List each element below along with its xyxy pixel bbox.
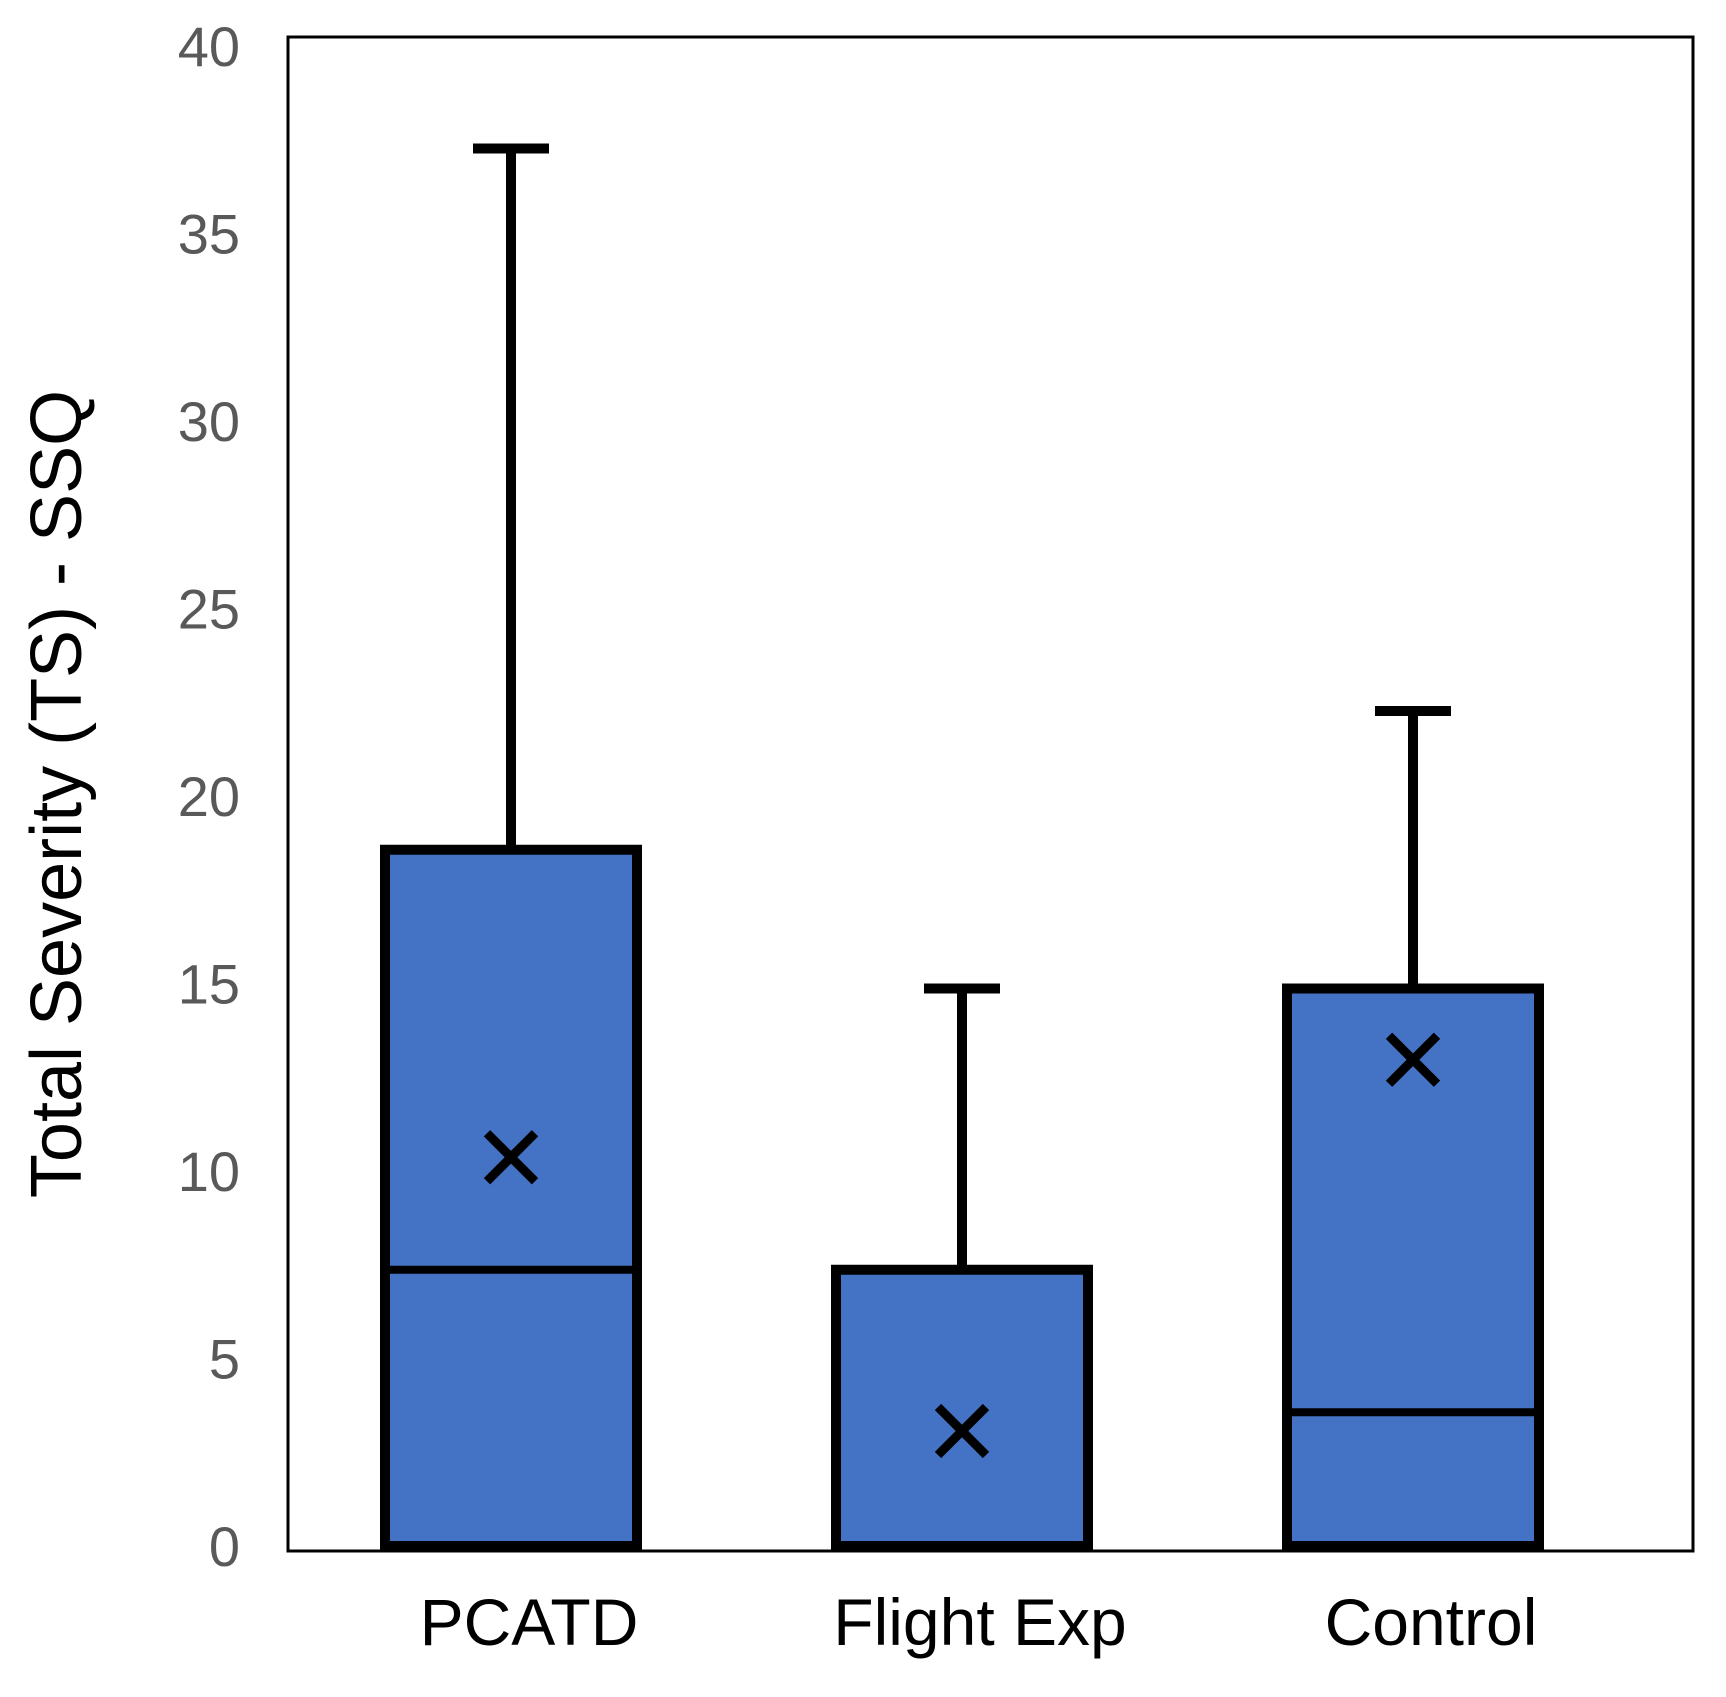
y-tick-label: 5 — [209, 1327, 240, 1390]
x-category-label: Flight Exp — [833, 1585, 1126, 1659]
y-tick-label: 20 — [178, 765, 240, 828]
y-tick-label: 35 — [178, 202, 240, 265]
mean-marker — [483, 1130, 539, 1185]
y-tick-label: 0 — [209, 1515, 240, 1578]
y-axis-title: Total Severity (TS) - SSQ — [17, 390, 97, 1198]
box — [831, 1264, 1093, 1551]
box-group — [831, 983, 1093, 1551]
boxes-layer — [380, 143, 1544, 1551]
mean-marker — [1385, 1032, 1441, 1087]
y-tick-label: 30 — [178, 390, 240, 453]
x-category-label: Control — [1325, 1585, 1538, 1659]
y-tick-labels: 0 5 10 15 20 25 30 35 40 — [178, 15, 240, 1578]
box-group — [380, 143, 642, 1551]
x-category-label: PCATD — [420, 1585, 639, 1659]
plot-frame — [286, 35, 1695, 1553]
y-tick-label: 25 — [178, 577, 240, 640]
y-tick-label: 40 — [178, 15, 240, 78]
y-tick-label: 15 — [178, 952, 240, 1015]
box-group — [1282, 706, 1544, 1551]
mean-marker — [934, 1403, 990, 1459]
box — [380, 844, 642, 1551]
x-category-labels: PCATD Flight Exp Control — [420, 1585, 1538, 1659]
box — [1282, 983, 1544, 1551]
y-tick-label: 10 — [178, 1140, 240, 1203]
